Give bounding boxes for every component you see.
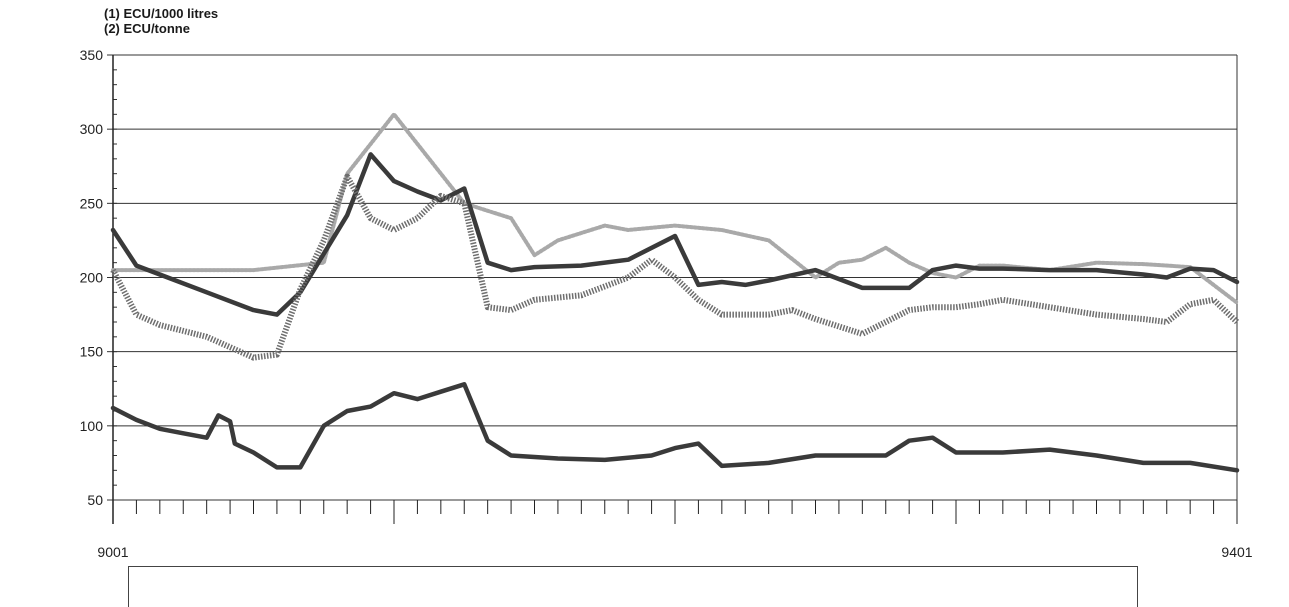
unit-note-1: (1) ECU/1000 litres [104, 6, 219, 21]
y-tick-label: 250 [80, 195, 104, 211]
y-tick-label: 100 [80, 418, 104, 434]
y-axis-labels: 50 100 150 200 250 300 350 [80, 47, 104, 508]
y-tick-label: 50 [87, 492, 103, 508]
legend-box [128, 566, 1138, 607]
series-line-1 [111, 112, 1239, 305]
y-tick-label: 200 [80, 270, 104, 286]
unit-note-2: (2) ECU/tonne [104, 21, 190, 36]
y-tick-label: 350 [80, 47, 104, 63]
series-line-3 [110, 173, 1240, 361]
y-tick-label: 300 [80, 121, 104, 137]
y-tick-label: 150 [80, 344, 104, 360]
series-line-4 [110, 382, 1240, 473]
x-axis-start-label: 9001 [97, 544, 128, 560]
x-axis-end-label: 9401 [1221, 544, 1252, 560]
series-group [110, 112, 1240, 473]
x-axis-ticks [112, 500, 1238, 524]
series-line-2 [110, 152, 1240, 317]
